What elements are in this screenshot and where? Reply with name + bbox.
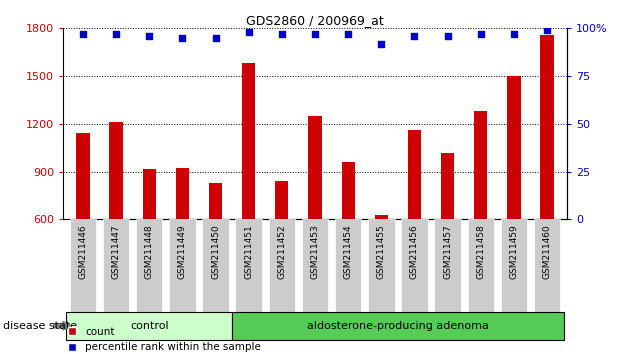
Title: GDS2860 / 200969_at: GDS2860 / 200969_at [246,14,384,27]
Bar [176,168,189,219]
Text: GSM211459: GSM211459 [510,224,518,279]
FancyBboxPatch shape [302,219,328,312]
Bar [541,35,554,219]
Bar [242,63,255,219]
FancyBboxPatch shape [103,219,129,312]
FancyBboxPatch shape [202,219,229,312]
FancyBboxPatch shape [401,219,428,312]
Text: disease state: disease state [3,321,77,331]
Bar [232,312,564,340]
Bar [275,181,289,219]
Text: GSM211451: GSM211451 [244,224,253,279]
Point [244,29,254,35]
Bar [142,169,156,219]
Legend: count, percentile rank within the sample: count, percentile rank within the sample [68,327,261,352]
FancyBboxPatch shape [434,219,461,312]
Bar [110,121,123,219]
Text: GSM211447: GSM211447 [112,224,120,279]
Point [111,31,121,37]
Text: GSM211452: GSM211452 [277,224,287,279]
Point [78,31,88,37]
Bar [308,116,322,219]
Bar [474,111,488,219]
Text: GSM211458: GSM211458 [476,224,485,279]
FancyBboxPatch shape [268,219,295,312]
Text: GSM211455: GSM211455 [377,224,386,279]
FancyBboxPatch shape [70,219,96,312]
Text: GSM211456: GSM211456 [410,224,419,279]
Bar [408,130,421,219]
Point [310,31,320,37]
Point [277,31,287,37]
FancyBboxPatch shape [335,219,362,312]
Point [376,41,386,46]
Text: GSM211446: GSM211446 [78,224,88,279]
Bar [76,133,89,219]
FancyBboxPatch shape [169,219,196,312]
Point [509,31,519,37]
Point [443,33,453,39]
Text: GSM211450: GSM211450 [211,224,220,279]
FancyBboxPatch shape [368,219,394,312]
Text: GSM211448: GSM211448 [145,224,154,279]
Text: GSM211453: GSM211453 [311,224,319,279]
Point [144,33,154,39]
Text: control: control [130,321,168,331]
FancyBboxPatch shape [534,219,560,312]
FancyBboxPatch shape [501,219,527,312]
Text: GSM211457: GSM211457 [443,224,452,279]
Text: GSM211454: GSM211454 [343,224,353,279]
FancyBboxPatch shape [467,219,494,312]
Point [476,31,486,37]
Bar [441,153,454,219]
Text: GSM211449: GSM211449 [178,224,187,279]
Bar [209,183,222,219]
Point [177,35,187,41]
Bar [66,312,232,340]
Bar [507,76,520,219]
Bar [375,215,388,219]
Point [210,35,220,41]
Text: aldosterone-producing adenoma: aldosterone-producing adenoma [307,321,489,331]
Point [542,27,552,33]
Point [410,33,420,39]
Bar [341,162,355,219]
FancyBboxPatch shape [136,219,163,312]
Text: GSM211460: GSM211460 [542,224,552,279]
Point [343,31,353,37]
FancyBboxPatch shape [236,219,262,312]
